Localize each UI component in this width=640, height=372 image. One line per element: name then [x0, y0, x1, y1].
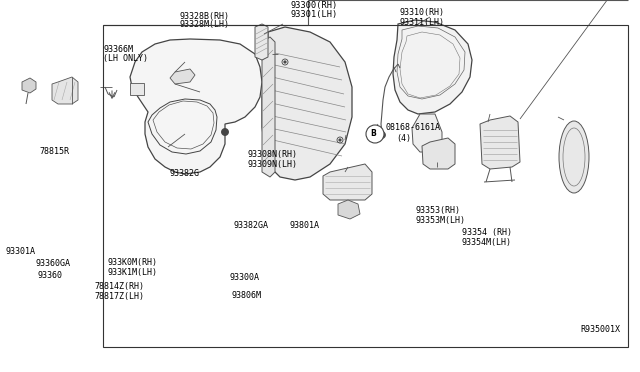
Polygon shape [412, 114, 442, 152]
Polygon shape [422, 138, 455, 169]
Polygon shape [393, 20, 472, 114]
Text: 93311(LH): 93311(LH) [400, 17, 445, 26]
Circle shape [221, 128, 228, 135]
Text: 78815R: 78815R [39, 148, 69, 157]
Circle shape [339, 139, 341, 141]
Text: 93353(RH): 93353(RH) [415, 205, 460, 215]
Polygon shape [480, 116, 520, 169]
Text: 93301A: 93301A [6, 247, 36, 257]
Text: 93360GA: 93360GA [36, 260, 71, 269]
Text: 93353M(LH): 93353M(LH) [415, 215, 465, 224]
Polygon shape [262, 27, 352, 180]
Polygon shape [170, 69, 195, 84]
Text: 93354M(LH): 93354M(LH) [462, 237, 512, 247]
Text: 78814Z(RH): 78814Z(RH) [94, 282, 144, 291]
Text: 93806M: 93806M [231, 291, 261, 299]
Text: 93360: 93360 [38, 270, 63, 279]
Text: 93366M: 93366M [103, 45, 133, 54]
Text: 08168-6161A: 08168-6161A [385, 124, 440, 132]
Bar [130, 83, 144, 95]
Text: (LH ONLY): (LH ONLY) [103, 55, 148, 64]
Text: 93308N(RH): 93308N(RH) [248, 150, 298, 158]
Ellipse shape [559, 121, 589, 193]
Text: 93801A: 93801A [290, 221, 320, 230]
Polygon shape [52, 77, 78, 104]
Circle shape [366, 125, 384, 143]
Text: 933K1M(LH): 933K1M(LH) [107, 269, 157, 278]
Circle shape [378, 131, 385, 138]
Polygon shape [262, 37, 275, 177]
Polygon shape [255, 24, 268, 60]
Text: 93354 (RH): 93354 (RH) [462, 228, 512, 237]
Bar [103, 25, 628, 347]
Text: 93382G: 93382G [170, 170, 200, 179]
Text: R935001X: R935001X [580, 326, 620, 334]
Text: 93300A: 93300A [229, 273, 259, 282]
Polygon shape [148, 99, 217, 154]
Text: 93300(RH): 93300(RH) [291, 1, 338, 10]
Polygon shape [130, 39, 262, 174]
Text: 93309N(LH): 93309N(LH) [248, 160, 298, 169]
Text: 93328M(LH): 93328M(LH) [180, 20, 230, 29]
Polygon shape [338, 200, 360, 219]
Text: 933K0M(RH): 933K0M(RH) [107, 259, 157, 267]
Polygon shape [323, 164, 372, 200]
Polygon shape [22, 78, 36, 93]
Text: (4): (4) [396, 134, 411, 142]
Text: 93328B(RH): 93328B(RH) [180, 12, 230, 20]
Text: B: B [370, 129, 376, 138]
Text: 93301(LH): 93301(LH) [291, 10, 338, 19]
Text: 78817Z(LH): 78817Z(LH) [94, 292, 144, 301]
Circle shape [284, 61, 286, 63]
Text: 93310(RH): 93310(RH) [400, 9, 445, 17]
Text: 93382GA: 93382GA [234, 221, 269, 230]
